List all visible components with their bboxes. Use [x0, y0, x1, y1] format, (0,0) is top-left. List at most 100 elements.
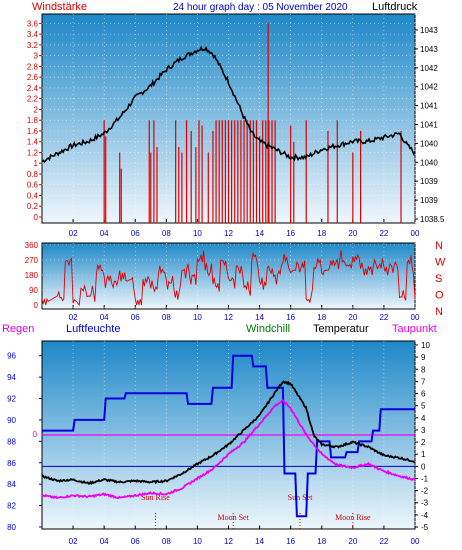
event-label: Sun Rise: [141, 493, 170, 502]
humidity-line: [42, 354, 415, 518]
wind-tick-label: 0.6: [27, 181, 39, 190]
x-tick-label: 12: [224, 313, 233, 322]
pressure-tick-label: 1038.5: [420, 215, 445, 224]
temp-tick-label: 2: [421, 438, 426, 447]
x-tick-label: 14: [255, 537, 264, 546]
temp-tick-label: -2: [421, 487, 429, 496]
wind-tick-label: 3: [34, 52, 39, 61]
event-label: Moon Rise: [335, 513, 371, 522]
event-label: Moon Set: [217, 513, 249, 522]
temp-tick-label: 9: [421, 353, 426, 362]
humidity-tick-label: 88: [7, 437, 16, 446]
x-tick-label: 00: [411, 313, 420, 322]
x-tick-label: 18: [317, 229, 326, 238]
legend-dewpoint: Taupunkt: [392, 323, 437, 335]
x-tick-label: 08: [162, 313, 171, 322]
wind-tick-label: 2.2: [27, 95, 39, 104]
wind-axis-title: Windstärke: [32, 1, 87, 13]
x-tick-label: 08: [162, 537, 171, 546]
pressure-line: [41, 45, 416, 163]
compass-label: N: [435, 306, 443, 318]
wind-tick-label: 2.8: [27, 62, 39, 71]
x-tick-label: 18: [317, 313, 326, 322]
x-tick-label: 18: [317, 537, 326, 546]
x-tick-label: 16: [286, 313, 295, 322]
x-tick-label: 04: [100, 537, 109, 546]
compass-label: O: [435, 290, 444, 302]
direction-tick-label: 360: [25, 241, 39, 250]
chart-title: 24 hour graph day : 05 November 2020: [173, 2, 348, 13]
temperature-line: [41, 380, 415, 486]
x-tick-label: 20: [348, 537, 357, 546]
wind-tick-label: 2.6: [27, 73, 39, 82]
pressure-axis-title: Luftdruck: [372, 1, 418, 13]
wind-tick-label: 1.4: [27, 138, 39, 147]
humidity-tick-label: 82: [7, 502, 16, 511]
humidity-tick-label: 84: [7, 480, 16, 489]
x-tick-label: 10: [193, 313, 202, 322]
wind-tick-label: 1.2: [27, 148, 39, 157]
wind-tick-label: 0.4: [27, 191, 39, 200]
wind-tick-label: 0.8: [27, 170, 39, 179]
x-tick-label: 22: [379, 229, 388, 238]
direction-tick-label: 270: [25, 256, 39, 265]
humidity-tick-label: 90: [7, 416, 16, 425]
temp-tick-label: 5: [421, 402, 426, 411]
pressure-tick-label: 1039: [420, 177, 438, 186]
temp-tick-label: 10: [421, 341, 430, 350]
pressure-tick-label: 1041: [420, 102, 438, 111]
wind-tick-label: 3.6: [27, 19, 39, 28]
x-tick-label: 00: [411, 229, 420, 238]
temp-tick-label: 0: [421, 462, 426, 471]
temp-tick-label: 1: [421, 450, 426, 459]
legend-humidity: Luftfeuchte: [66, 323, 120, 335]
x-tick-label: 06: [131, 229, 140, 238]
x-tick-label: 02: [69, 313, 78, 322]
x-tick-label: 16: [286, 537, 295, 546]
x-tick-label: 16: [286, 229, 295, 238]
wind-tick-label: 1.6: [27, 127, 39, 136]
x-tick-label: 12: [224, 229, 233, 238]
wind-tick-label: 0: [34, 213, 39, 222]
x-tick-label: 04: [100, 313, 109, 322]
wind-tick-label: 1.8: [27, 116, 39, 125]
pressure-tick-label: 1042: [420, 64, 438, 73]
x-tick-label: 08: [162, 229, 171, 238]
pressure-tick-label: 1042: [420, 83, 438, 92]
humidity-tick-label: 96: [7, 352, 16, 361]
legend-rain: Regen: [2, 323, 34, 335]
legend-windchill: Windchill: [246, 323, 290, 335]
panel1-content: 00.20.40.60.811.21.41.61.822.22.42.62.83…: [27, 14, 445, 238]
humidity-tick-label: 86: [7, 459, 16, 468]
wind-tick-label: 1: [34, 159, 39, 168]
wind-tick-label: 2.4: [27, 84, 39, 93]
temp-tick-label: 3: [421, 426, 426, 435]
event-label: Sun Set: [288, 493, 313, 502]
temp-tick-label: 4: [421, 414, 426, 423]
direction-tick-label: 180: [25, 271, 39, 280]
pressure-tick-label: 1043: [420, 26, 438, 35]
humidity-tick-label: 92: [7, 395, 16, 404]
x-tick-label: 20: [348, 313, 357, 322]
x-tick-label: 22: [379, 313, 388, 322]
wind-tick-label: 2: [34, 105, 39, 114]
temp-tick-label: -5: [421, 523, 429, 532]
x-tick-label: 22: [379, 537, 388, 546]
x-tick-label: 14: [255, 229, 264, 238]
temp-tick-label: -3: [421, 499, 429, 508]
panel3-content: 808284868890929496-5-4-3-2-1012345678910…: [7, 341, 430, 546]
wind-tick-label: 3.4: [27, 30, 39, 39]
humidity-tick-label: 94: [7, 373, 16, 382]
rain-zero-label: 0: [33, 430, 38, 439]
pressure-tick-label: 1040: [420, 139, 438, 148]
compass-label: N: [435, 240, 443, 252]
temp-tick-label: 7: [421, 377, 426, 386]
compass-label: S: [435, 273, 442, 285]
x-tick-label: 02: [69, 229, 78, 238]
legend-temperature: Temperatur: [313, 323, 369, 335]
x-tick-label: 14: [255, 313, 264, 322]
x-tick-label: 04: [100, 229, 109, 238]
direction-tick-label: 0: [34, 301, 39, 310]
